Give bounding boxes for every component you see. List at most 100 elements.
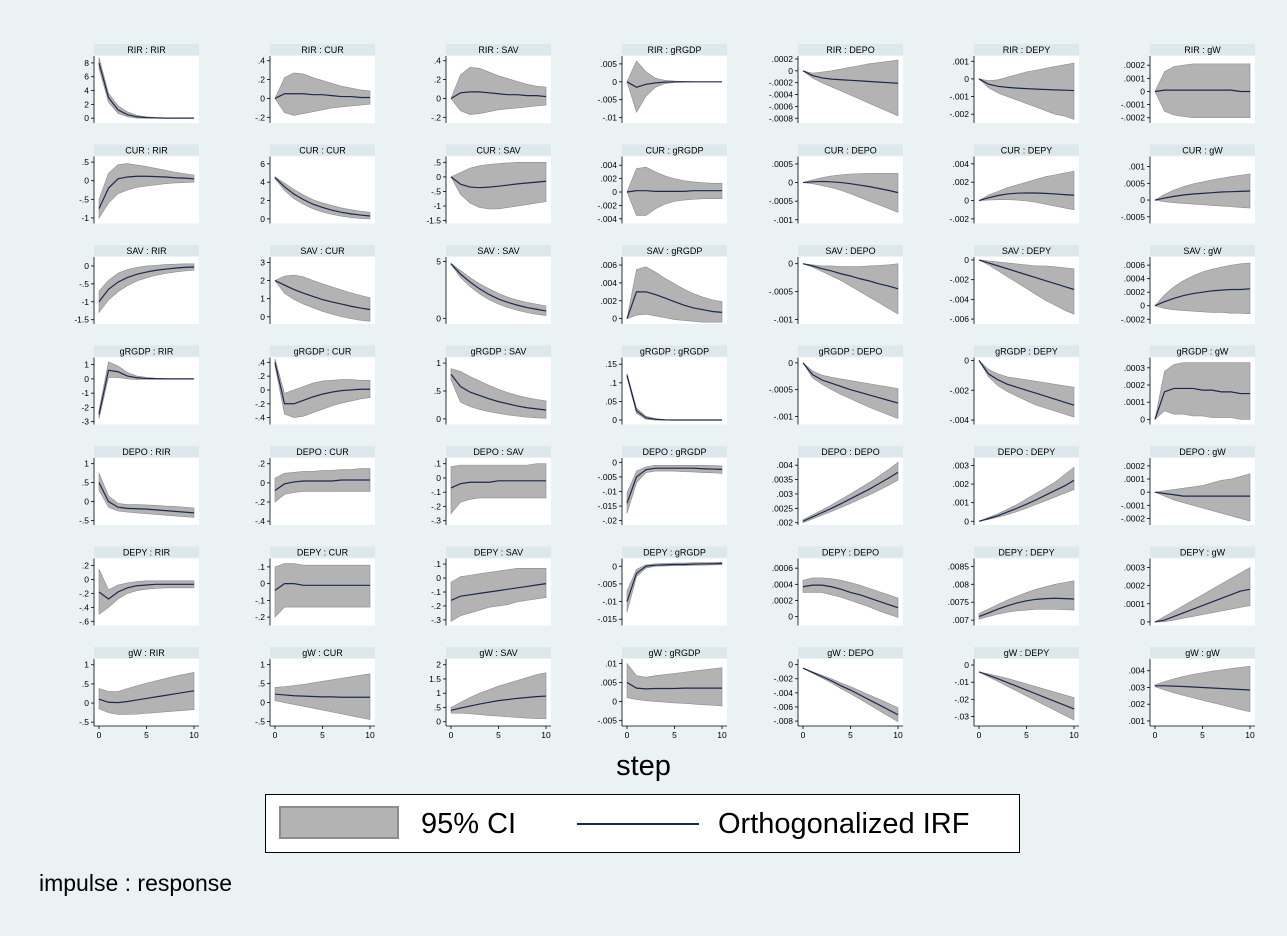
panel-title-sav-rir: SAV : RIR: [126, 246, 167, 256]
y-tick-label-cur-gw-0: .001: [1128, 162, 1145, 172]
x-tick-label-gw-sav-0: 0: [449, 730, 454, 740]
panel-title-sav-sav: SAV : SAV: [477, 246, 519, 256]
y-tick-label-sav-sav-1: 0: [436, 313, 441, 323]
ci-band-depo-sav: [450, 463, 547, 515]
y-tick-label-rir-cur-2: 0: [260, 93, 265, 103]
x-tick-label-gw-depo-2: 10: [893, 730, 903, 740]
panel-title-strip-rir-sav: [446, 44, 551, 55]
y-tick-label-depy-grgdp-2: -.01: [602, 597, 617, 607]
panel-title-strip-depy-rir: [94, 546, 199, 558]
x-axis-label: step: [616, 750, 671, 782]
irf-line-grgdp-gw: [1154, 387, 1250, 420]
panel-title-sav-grgdp: SAV : gRGDP: [647, 246, 703, 256]
panel-title-strip-gw-sav: [446, 647, 551, 658]
y-tick-label-depy-gw-0: .0003: [1124, 563, 1146, 573]
y-tick-label-depo-cur-3: -.4: [255, 516, 265, 526]
y-tick-label-rir-gw-1: .0001: [1124, 73, 1146, 83]
irf-line-depo-cur: [274, 479, 370, 492]
irf-line-gw-depo: [802, 667, 899, 716]
x-tick-label-gw-sav-2: 10: [541, 730, 551, 740]
panel-title-depo-sav: DEPO : SAV: [473, 447, 523, 457]
y-tick-label-depo-gw-0: .0002: [1124, 461, 1146, 471]
panel-title-rir-grgdp: RIR : gRGDP: [647, 45, 701, 55]
y-tick-label-gw-depo-0: 0: [788, 660, 793, 670]
panel-title-strip-rir-depo: [798, 44, 903, 55]
y-tick-label-gw-rir-2: 0: [84, 698, 89, 708]
y-tick-label-rir-depo-4: -.0006: [769, 101, 793, 111]
ci-band-rir-depo: [802, 59, 899, 117]
irf-line-depy-depo: [802, 584, 899, 609]
x-tick-label-gw-depy-2: 10: [1069, 730, 1079, 740]
ci-band-sav-depy: [978, 259, 1075, 315]
irf-line-cur-cur: [274, 177, 371, 217]
ci-band-gw-grgdp: [626, 662, 723, 707]
ci-band-depo-depo: [802, 461, 899, 524]
y-tick-label-depo-rir-0: 1: [84, 459, 89, 469]
ci-band-depo-depy: [978, 466, 1075, 522]
y-tick-label-grgdp-rir-4: -3: [81, 417, 89, 427]
y-tick-label-depo-depo-3: .0025: [772, 503, 794, 513]
y-tick-label-cur-sav-0: .5: [434, 157, 441, 167]
y-tick-label-rir-gw-4: -.0002: [1121, 113, 1145, 123]
y-tick-label-depy-depo-0: .0006: [772, 563, 794, 573]
irf-line-cur-depy: [978, 192, 1075, 202]
y-tick-label-rir-depy-2: -.001: [950, 92, 970, 102]
irf-line-gw-rir: [98, 690, 195, 704]
y-tick-label-sav-depy-3: -.006: [950, 314, 970, 324]
x-tick-label-gw-grgdp-1: 5: [672, 730, 677, 740]
panel-title-sav-cur: SAV : CUR: [300, 246, 345, 256]
y-tick-label-cur-rir-1: 0: [84, 176, 89, 186]
y-tick-label-gw-sav-0: 2: [436, 660, 441, 670]
y-tick-label-sav-grgdp-0: .006: [600, 260, 617, 270]
y-tick-label-depy-cur-1: 0: [260, 579, 265, 589]
panel-title-rir-depo: RIR : DEPO: [826, 45, 875, 55]
y-tick-label-gw-sav-2: 1: [436, 688, 441, 698]
y-tick-label-cur-cur-1: 4: [260, 177, 265, 187]
irf-line-sav-rir: [98, 266, 195, 303]
panel-title-sav-gw: SAV : gW: [1183, 246, 1222, 256]
y-tick-label-depo-gw-2: 0: [1140, 487, 1145, 497]
panel-title-strip-depy-depy: [974, 546, 1079, 558]
panel-title-strip-rir-rir: [94, 44, 199, 55]
y-tick-label-depo-depy-3: 0: [964, 516, 969, 526]
y-tick-label-depy-depo-3: 0: [788, 612, 793, 622]
y-tick-label-depo-depo-1: .0035: [772, 475, 794, 485]
panel-title-strip-depo-cur: [270, 446, 375, 457]
y-tick-label-depy-rir-1: 0: [84, 574, 89, 584]
y-tick-label-depo-rir-3: -.5: [79, 515, 89, 525]
panel-title-rir-sav: RIR : SAV: [478, 45, 518, 55]
x-tick-label-gw-grgdp-2: 10: [717, 730, 727, 740]
y-tick-label-depy-grgdp-3: -.015: [598, 614, 618, 624]
y-tick-label-sav-gw-4: -.0002: [1121, 314, 1145, 324]
panel-title-cur-depy: CUR : DEPY: [1001, 146, 1053, 156]
panel-title-strip-gw-rir: [94, 647, 199, 658]
y-tick-label-rir-grgdp-3: -.01: [602, 113, 617, 123]
y-tick-label-depy-rir-2: -.2: [79, 588, 89, 598]
panel-title-depy-cur: DEPY : CUR: [297, 548, 349, 558]
y-tick-label-depo-sav-2: -.1: [431, 487, 441, 497]
panel-title-strip-rir-depy: [974, 44, 1079, 55]
panel-title-grgdp-sav: gRGDP : SAV: [471, 347, 527, 357]
irf-panel-grid: RIR : RIR 8 6 4 2 0 RIR : CUR .4 .2 0 -.2 RIR : SAV…: [74, 44, 1255, 740]
panel-title-depo-depo: DEPO : DEPO: [821, 447, 880, 457]
y-tick-label-depy-gw-3: 0: [1140, 617, 1145, 627]
y-tick-label-gw-sav-3: .5: [434, 702, 441, 712]
y-tick-label-depy-grgdp-0: 0: [612, 561, 617, 571]
irf-line-rir-rir: [98, 62, 194, 119]
y-tick-label-depo-grgdp-1: -.005: [598, 472, 618, 482]
y-tick-label-sav-gw-1: .0004: [1124, 274, 1146, 284]
y-tick-label-depo-depy-1: .002: [952, 479, 969, 489]
y-tick-label-grgdp-grgdp-2: .05: [605, 396, 617, 406]
panel-title-grgdp-depo: gRGDP : DEPO: [819, 347, 883, 357]
y-tick-label-sav-grgdp-1: .004: [600, 278, 617, 288]
panel-title-rir-depy: RIR : DEPY: [1003, 45, 1051, 55]
y-tick-label-sav-depy-0: 0: [964, 255, 969, 265]
irf-line-depo-depo: [802, 471, 899, 522]
y-tick-label-cur-grgdp-1: .002: [600, 174, 617, 184]
y-tick-label-rir-sav-1: .2: [434, 75, 441, 85]
y-tick-label-depo-depy-2: .001: [952, 498, 969, 508]
panel-title-strip-grgdp-rir: [94, 345, 199, 357]
panel-title-cur-grgdp: CUR : gRGDP: [645, 146, 703, 156]
ci-band-depo-gw: [1153, 473, 1251, 522]
y-tick-label-depy-sav-1: 0: [436, 573, 441, 583]
